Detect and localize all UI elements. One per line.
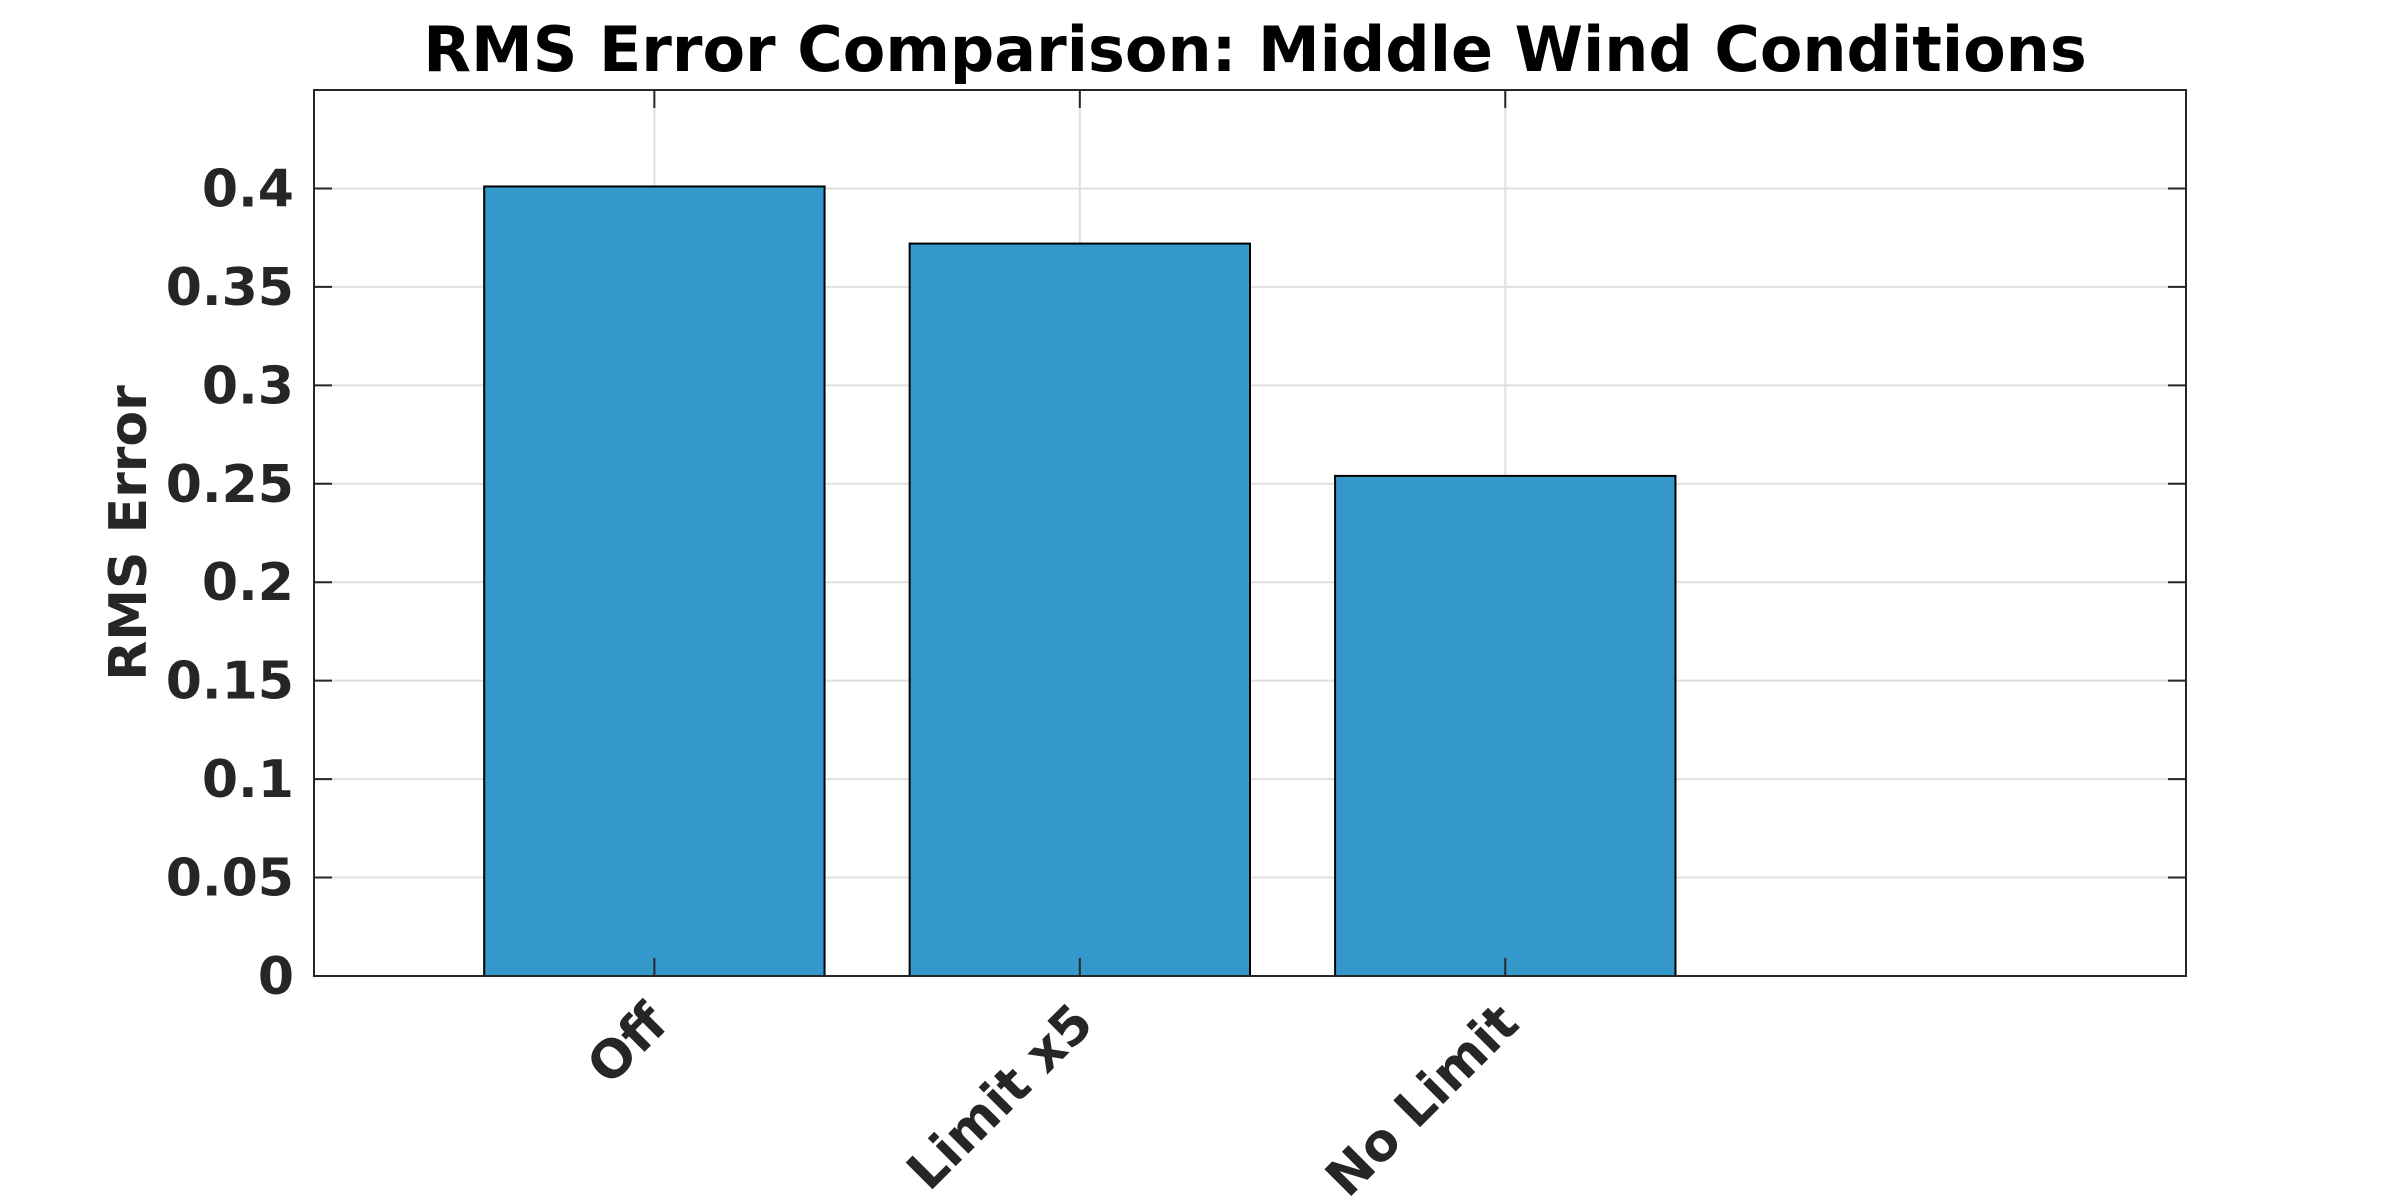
x-tick-label: Limit x5: [896, 993, 1105, 1200]
plot-frame: [313, 89, 2187, 977]
x-tick-label: Off: [576, 992, 680, 1096]
y-tick-label: 0.1: [202, 750, 294, 810]
y-tick-label: 0.25: [166, 455, 294, 515]
y-tick-label: 0: [258, 947, 294, 1007]
x-tick-label: No Limit: [1315, 993, 1531, 1200]
y-tick-labels: 0 0.05 0.1 0.15 0.2 0.25 0.3 0.35 0.4: [166, 159, 294, 1007]
y-tick-label: 0.4: [202, 159, 294, 219]
bar-limit-x5: [908, 242, 1251, 978]
y-tick-label: 0.05: [166, 849, 294, 909]
bar-no-limit: [1334, 474, 1677, 977]
y-tick-label: 0.3: [202, 356, 294, 416]
y-axis-label: RMS Error: [99, 385, 159, 681]
x-tick-labels: Off Limit x5 No Limit: [576, 992, 1530, 1200]
bars: [483, 185, 1677, 978]
y-tick-label: 0.2: [202, 553, 294, 613]
y-tick-label: 0.35: [166, 258, 294, 318]
chart-title: RMS Error Comparison: Middle Wind Condit…: [423, 13, 2086, 86]
bar-off: [483, 185, 826, 977]
y-tick-label: 0.15: [166, 652, 294, 712]
